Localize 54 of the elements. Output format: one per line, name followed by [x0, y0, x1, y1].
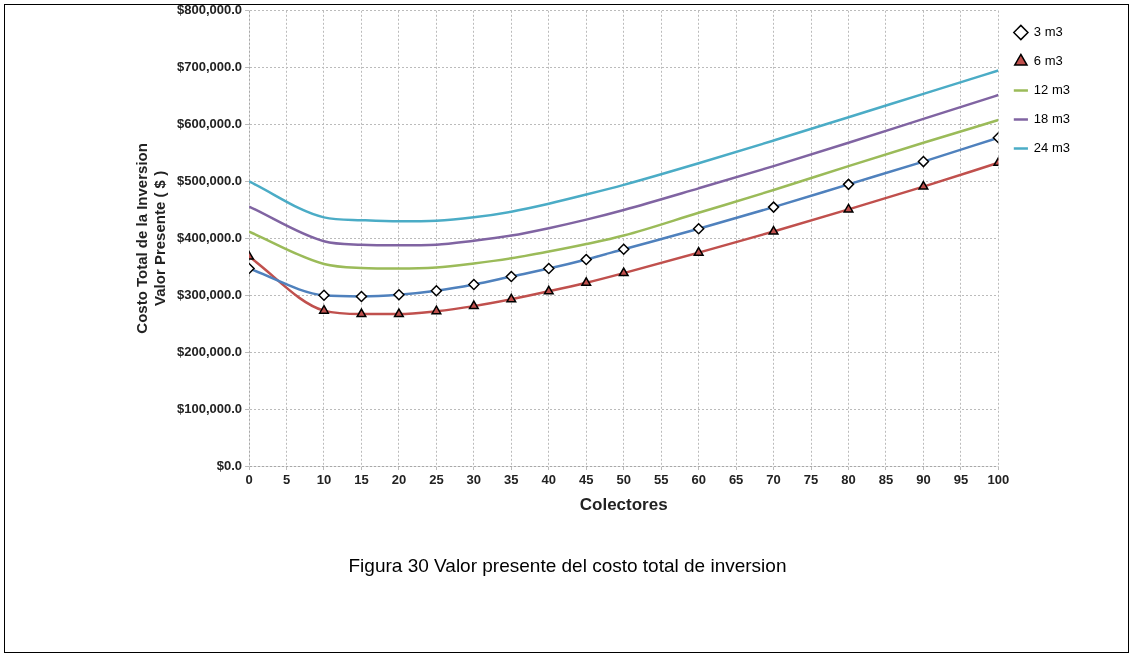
point [468, 300, 479, 310]
y-tick-label: $100,000.0 [176, 400, 243, 416]
point [318, 304, 330, 314]
x-tick-label: 100 [987, 472, 1010, 488]
x-tick-label: 80 [841, 472, 856, 488]
legend-label: 12 m3 [1033, 82, 1071, 98]
x-tick-label: 15 [354, 472, 369, 488]
line-series [249, 69, 999, 223]
point [393, 308, 405, 318]
x-tick-label: 65 [728, 472, 744, 488]
y-tick-label: $700,000.0 [176, 59, 243, 75]
point [543, 285, 554, 295]
point [918, 180, 929, 190]
point [581, 277, 592, 287]
x-tick-label: 70 [766, 472, 781, 488]
y-tick-label: $200,000.0 [176, 343, 243, 359]
y-tick-label: $800,000.0 [176, 2, 243, 18]
legend-label: 6 m3 [1033, 53, 1063, 69]
y-tick-label: $600,000.0 [176, 116, 243, 132]
point [431, 305, 442, 315]
y-tick-label: $400,000.0 [176, 229, 243, 245]
x-tick-label: 60 [691, 472, 706, 488]
x-tick-label: 45 [579, 472, 594, 488]
y-tick-label: $300,000.0 [176, 286, 243, 302]
line-series [249, 93, 999, 247]
x-tick-label: 90 [916, 472, 931, 488]
x-axis-title: Colectores [579, 495, 668, 515]
legend-label: 24 m3 [1033, 140, 1071, 156]
x-tick-label: 55 [653, 472, 669, 488]
legend-label: 18 m3 [1033, 111, 1071, 127]
x-tick-label: 0 [245, 472, 253, 488]
legend-label: 3 m3 [1033, 24, 1063, 40]
point [843, 203, 854, 213]
y-tick-label: $0.0 [216, 457, 243, 473]
line-series [249, 118, 999, 270]
x-tick-label: 30 [466, 472, 482, 488]
point [618, 267, 629, 277]
point [506, 293, 517, 303]
x-tick-label: 25 [429, 472, 444, 488]
x-tick-label: 40 [541, 472, 557, 488]
x-tick-label: 20 [391, 472, 407, 488]
x-tick-label: 5 [282, 472, 291, 488]
y-axis-title: Costo Total de la Inversion Valor Presente ( $ ) [133, 143, 169, 334]
x-tick-label: 75 [803, 472, 819, 488]
text: Figura 30 Valor presente del costo total de inversion [347, 555, 788, 577]
x-tick-label: 10 [316, 472, 332, 488]
point [693, 246, 704, 256]
x-tick-label: 35 [504, 472, 519, 488]
x-tick-label: 95 [953, 472, 969, 488]
x-tick-label: 85 [878, 472, 894, 488]
y-tick-label: $500,000.0 [176, 173, 243, 189]
point [768, 225, 779, 235]
point [356, 308, 367, 318]
x-tick-label: 50 [616, 472, 631, 488]
